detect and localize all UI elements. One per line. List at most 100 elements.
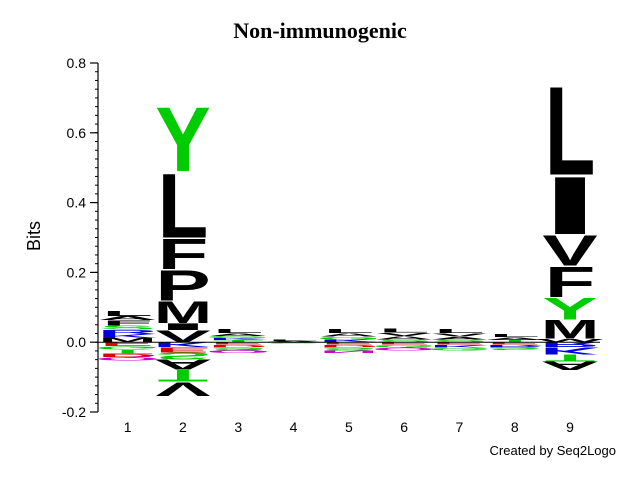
logo-letter-L: L (268, 340, 319, 342)
svg-text:M: M (154, 295, 212, 330)
svg-text:A: A (319, 332, 379, 337)
svg-text:V: V (377, 332, 432, 337)
x-tick-label: 2 (179, 419, 187, 435)
logo-letter-E: E (155, 346, 210, 354)
logo-letter-M: M (99, 337, 157, 344)
logo-letter-E: E (432, 341, 487, 345)
svg-text:Q: Q (95, 356, 159, 361)
logo-letter-L: L (379, 327, 430, 333)
x-tick-label: 3 (234, 419, 242, 435)
logo-letter-G: G (206, 335, 270, 338)
logo-letter-K: K (319, 339, 379, 343)
logo-letter-M: M (541, 315, 599, 345)
chart-title: Non-immunogenic (233, 18, 407, 43)
logo-letter-L: L (158, 154, 209, 257)
svg-text:L: L (102, 310, 153, 318)
x-axis: 1 2 3 4 5 6 7 8 9 (124, 419, 574, 435)
logo-letter-A: A (98, 315, 158, 321)
logo-letter-S: S (432, 339, 487, 343)
svg-text:V: V (155, 327, 210, 346)
svg-text:M: M (99, 337, 157, 344)
svg-text:S: S (487, 347, 542, 350)
logo-letter-R: R (98, 329, 158, 335)
logo-letter-N: N (319, 350, 379, 354)
x-tick-label: 9 (566, 419, 574, 435)
svg-text:R: R (485, 344, 545, 348)
x-tick-label: 5 (345, 419, 353, 435)
svg-text:T: T (489, 339, 540, 343)
logo-letter-Q: Q (372, 347, 436, 351)
logo-letter-L: L (545, 60, 596, 202)
logo-letter-T: T (158, 366, 209, 385)
logo-letter-G: G (427, 347, 491, 351)
logo-letter-F: F (158, 230, 209, 279)
credit-text: Created by Seq2Logo (489, 443, 616, 458)
logo-letter-Q: Q (95, 356, 159, 361)
svg-text:D: D (98, 353, 158, 358)
logo-letter-E: E (211, 341, 266, 345)
svg-text:T: T (158, 366, 209, 385)
logo-letter-W: W (537, 338, 603, 343)
svg-text:G: G (372, 344, 436, 348)
svg-text:R: R (540, 341, 600, 349)
logo-letter-G: G (95, 345, 159, 350)
logo-letter-I: I (154, 321, 212, 332)
logo-letter-T: T (102, 349, 153, 355)
y-tick-label: 0.6 (67, 125, 87, 141)
svg-text:L: L (434, 328, 485, 334)
logo-letter-P: P (155, 261, 210, 310)
logo-letter-R: R (540, 341, 600, 349)
svg-text:S: S (321, 347, 376, 351)
logo-letter-V: V (155, 378, 210, 400)
logo-letter-A: A (430, 336, 490, 340)
svg-text:V: V (542, 227, 597, 276)
logo-letter-D: D (319, 344, 379, 348)
svg-text:L: L (379, 327, 430, 333)
svg-text:L: L (545, 60, 596, 202)
logo-letter-S: S (487, 347, 542, 350)
logo-letter-K: K (98, 333, 158, 339)
y-tick-label: -0.2 (62, 404, 86, 420)
logo-letter-A: A (540, 359, 600, 373)
svg-text:A: A (485, 336, 545, 340)
svg-text:T: T (102, 349, 153, 355)
logo-letter-K: K (208, 338, 268, 341)
logo-letter-S: S (155, 351, 210, 362)
logo-letter-E: E (487, 341, 542, 345)
logo-letter-Q: Q (206, 350, 270, 354)
svg-text:N: N (319, 350, 379, 354)
logo-letter-M: M (154, 295, 212, 330)
svg-text:K: K (319, 339, 379, 343)
svg-text:I: I (541, 160, 599, 252)
logo-letter-D: D (98, 353, 158, 358)
logo-letter-G: G (317, 336, 381, 340)
svg-text:K: K (208, 338, 268, 341)
logo-letter-V: V (432, 332, 487, 337)
logo-letter-S: S (211, 347, 266, 351)
svg-text:E: E (100, 341, 155, 347)
svg-text:K: K (98, 333, 158, 339)
svg-text:V: V (432, 332, 487, 337)
svg-text:L: L (268, 340, 319, 342)
svg-text:E: E (321, 341, 376, 345)
logo-letter-F: F (545, 258, 596, 307)
logo-letter-Y: Y (155, 88, 210, 191)
svg-text:Q: Q (372, 347, 436, 351)
y-axis-title: Bits (24, 221, 44, 251)
logo-letter-T: T (489, 339, 540, 343)
svg-text:S: S (377, 339, 432, 343)
x-tick-label: 8 (511, 419, 519, 435)
svg-text:L: L (324, 328, 375, 334)
svg-text:L: L (213, 328, 264, 334)
svg-text:A: A (153, 356, 213, 372)
logo-letter-E: E (100, 341, 155, 347)
logo-letter-E: E (377, 341, 432, 345)
x-tick-label: 4 (290, 419, 298, 435)
logo-letter-G: G (372, 344, 436, 348)
logo-letter-A: A (208, 332, 268, 336)
svg-text:K: K (430, 344, 490, 348)
logo-letter-I: I (541, 160, 599, 252)
svg-text:E: E (155, 346, 210, 354)
svg-text:G: G (317, 336, 381, 340)
